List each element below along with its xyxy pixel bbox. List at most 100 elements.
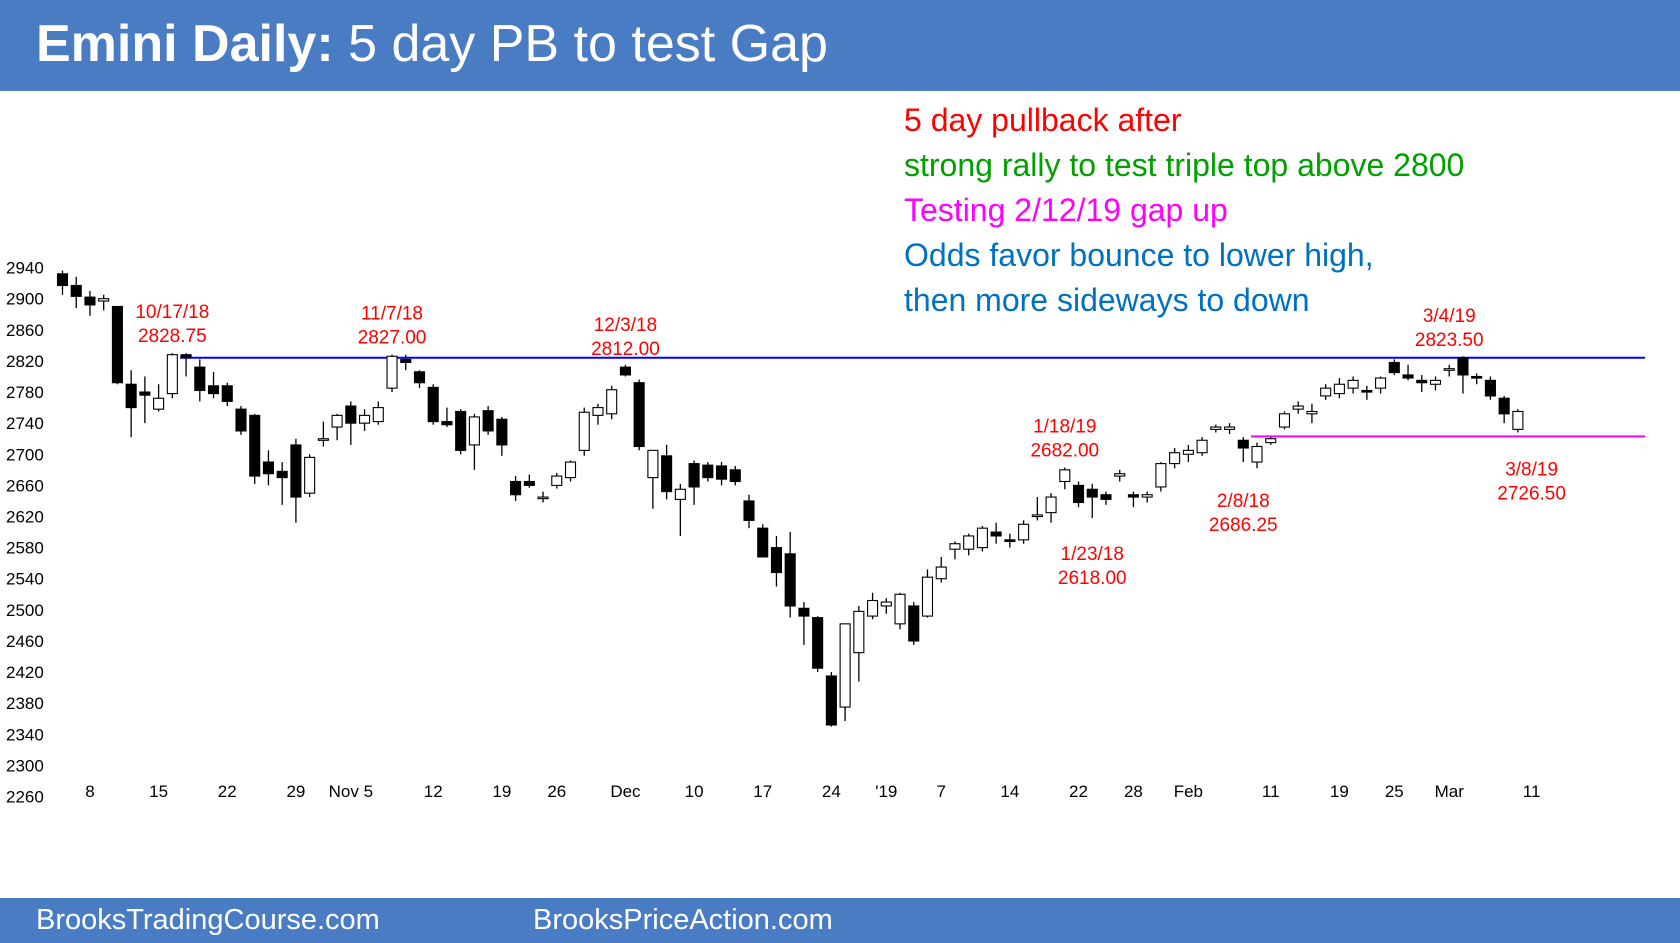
candle-bear [729, 469, 741, 483]
candle-bull [1224, 426, 1236, 430]
candle-bull [1347, 379, 1359, 389]
x-tick-label: 19 [492, 782, 511, 801]
y-tick-label: 2660 [6, 476, 44, 495]
candle-bear [661, 455, 673, 493]
annotation-date: 3/8/19 [1505, 460, 1558, 481]
annotation-value: 2812.00 [591, 339, 660, 360]
y-tick-label: 2300 [6, 756, 44, 775]
candle-bull [578, 411, 590, 451]
candle-bull [166, 354, 178, 395]
candle-bull [359, 414, 371, 424]
candle-bear [757, 527, 769, 558]
footer-site-left[interactable]: BrooksTradingCourse.com [36, 904, 380, 936]
candle-bear [139, 391, 151, 396]
y-tick-label: 2740 [6, 414, 44, 433]
candle-bull [1059, 469, 1071, 483]
candle-bear [180, 354, 192, 358]
annotation-value: 2682.00 [1030, 440, 1099, 461]
y-tick-label: 2620 [6, 508, 44, 527]
y-tick-label: 2420 [6, 663, 44, 682]
annotation-value: 2686.25 [1209, 515, 1278, 536]
candle-bear [743, 500, 755, 521]
y-tick-label: 2340 [6, 725, 44, 744]
candle-bear [1402, 374, 1414, 379]
annotation-value: 2827.00 [358, 327, 427, 348]
candle-bear [990, 531, 1002, 537]
annotation-value: 2828.75 [138, 326, 207, 347]
candle-bear [1457, 357, 1469, 376]
x-tick-label: 26 [547, 782, 566, 801]
candle-bull [1169, 452, 1181, 465]
y-tick-label: 2500 [6, 601, 44, 620]
candle-bear [1100, 494, 1112, 500]
candle-bull [1045, 496, 1057, 514]
candle-bull [468, 416, 480, 446]
x-tick-label: 14 [1000, 782, 1019, 801]
y-tick-label: 2820 [6, 352, 44, 371]
candle-bear [221, 385, 233, 402]
candle-bull [976, 527, 988, 549]
x-tick-label: 11 [1262, 782, 1280, 801]
note-line-2: strong rally to test triple top above 28… [904, 147, 1465, 183]
y-tick-label: 2780 [6, 383, 44, 402]
page-title: Emini Daily: 5 day PB to test Gap [36, 14, 828, 74]
candle-bear [125, 383, 137, 409]
y-tick-label: 2700 [6, 445, 44, 464]
x-tick-label: 22 [218, 782, 237, 801]
candle-bear [1086, 488, 1098, 498]
candle-bear [1416, 379, 1428, 384]
candle-bull [551, 475, 563, 486]
x-tick-label: 12 [424, 782, 443, 801]
x-tick-label: Dec [610, 782, 641, 801]
candle-bull [1320, 387, 1332, 397]
x-tick-label: 22 [1069, 782, 1088, 801]
candle-bull [880, 601, 892, 607]
candle-bull [1429, 379, 1442, 385]
x-tick-label: Mar [1435, 782, 1465, 801]
annotation-date: 3/4/19 [1423, 306, 1476, 327]
candle-bear [194, 366, 206, 392]
x-tick-label: 24 [822, 782, 841, 801]
y-tick-label: 2460 [6, 632, 44, 651]
candle-bull [153, 397, 165, 410]
annotation-value: 2618.00 [1058, 568, 1127, 589]
x-tick-label: 8 [85, 782, 94, 801]
footer-site-right[interactable]: BrooksPriceAction.com [533, 904, 833, 936]
x-tick-label: 7 [936, 782, 945, 801]
candle-bear [262, 461, 275, 475]
x-tick-label: 10 [685, 782, 704, 801]
candle-bull [1182, 449, 1194, 455]
candle-bear [1361, 389, 1373, 393]
candle-bull [537, 496, 549, 500]
candle-bull [1512, 410, 1524, 430]
candle-bull [867, 599, 879, 617]
title-bold: Emini Daily: [36, 15, 334, 73]
candle-bear [455, 410, 467, 451]
candle-bull [317, 438, 329, 441]
candle-bull [1018, 523, 1030, 541]
candle-bear [784, 553, 796, 607]
candle-bear [523, 480, 535, 486]
candle-bull [1278, 413, 1291, 428]
candle-bull [372, 407, 384, 423]
candle-bear [427, 386, 439, 423]
candle-bear [56, 273, 69, 287]
candle-bear [1072, 484, 1085, 504]
candle-bull [1265, 438, 1277, 444]
x-tick-label: Nov 5 [329, 782, 373, 801]
candle-bear [1498, 397, 1510, 415]
candle-bear [1127, 494, 1139, 498]
candle-bull [331, 414, 343, 428]
candle-bear [207, 385, 220, 395]
candle-bull [1443, 368, 1455, 371]
candle-bear [276, 470, 288, 479]
note-line-4: Odds favor bounce to lower high, [904, 237, 1374, 273]
candle-bull [853, 610, 865, 654]
candle-bear [345, 405, 357, 424]
candle-bear [1237, 439, 1249, 449]
candle-bear [482, 410, 494, 432]
candle-bear [825, 675, 837, 726]
candle-bull [564, 461, 577, 479]
candle-bull [1141, 494, 1153, 498]
candle-bear [249, 414, 261, 477]
